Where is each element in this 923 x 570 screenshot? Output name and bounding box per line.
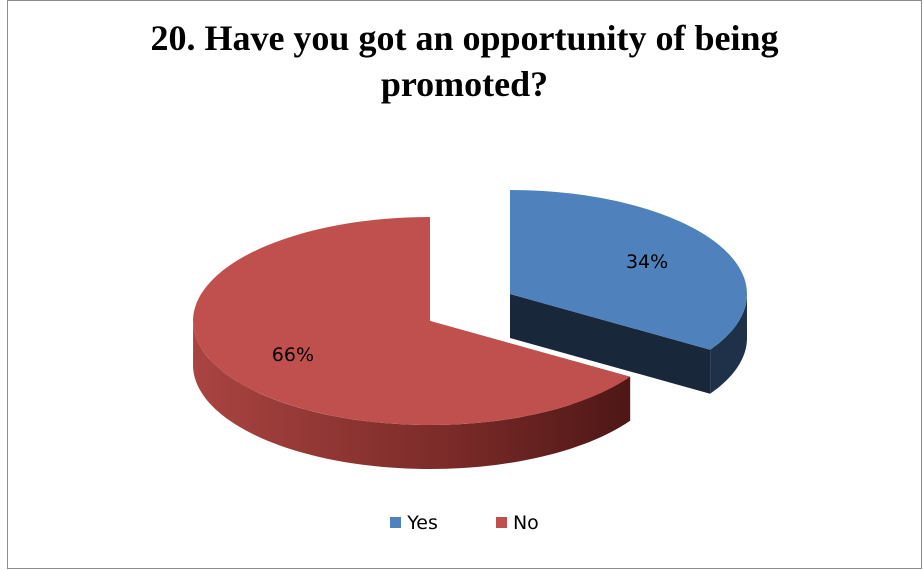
chart-title: 20. Have you got an opportunity of being…: [8, 15, 921, 107]
pie-chart: 66% 34%: [193, 190, 748, 469]
legend-label-yes: Yes: [407, 511, 438, 534]
pie-slice-yes: 34%: [510, 190, 748, 394]
pie-slice-no: 66%: [193, 217, 631, 469]
chart-frame: 20. Have you got an opportunity of being…: [7, 0, 922, 569]
data-label-yes: 34%: [626, 251, 668, 273]
chart-legend: Yes No: [8, 511, 921, 534]
data-label-no: 66%: [272, 344, 314, 366]
legend-item-no: No: [495, 511, 539, 534]
pie-slice-yes-top: [510, 190, 748, 350]
chart-title-line-1: 20. Have you got an opportunity of being: [150, 18, 779, 58]
chart-title-line-2: promoted?: [380, 64, 549, 104]
legend-swatch-yes: [390, 517, 402, 528]
pie-slice-no-side: [193, 322, 631, 469]
pie-slice-no-top: [193, 217, 631, 425]
pie-slice-yes-side: [710, 295, 747, 394]
legend-swatch-no: [495, 517, 507, 528]
pie-slice-yes-wall-end: [510, 294, 711, 394]
legend-label-no: No: [512, 511, 539, 534]
legend-item-yes: Yes: [390, 512, 438, 534]
